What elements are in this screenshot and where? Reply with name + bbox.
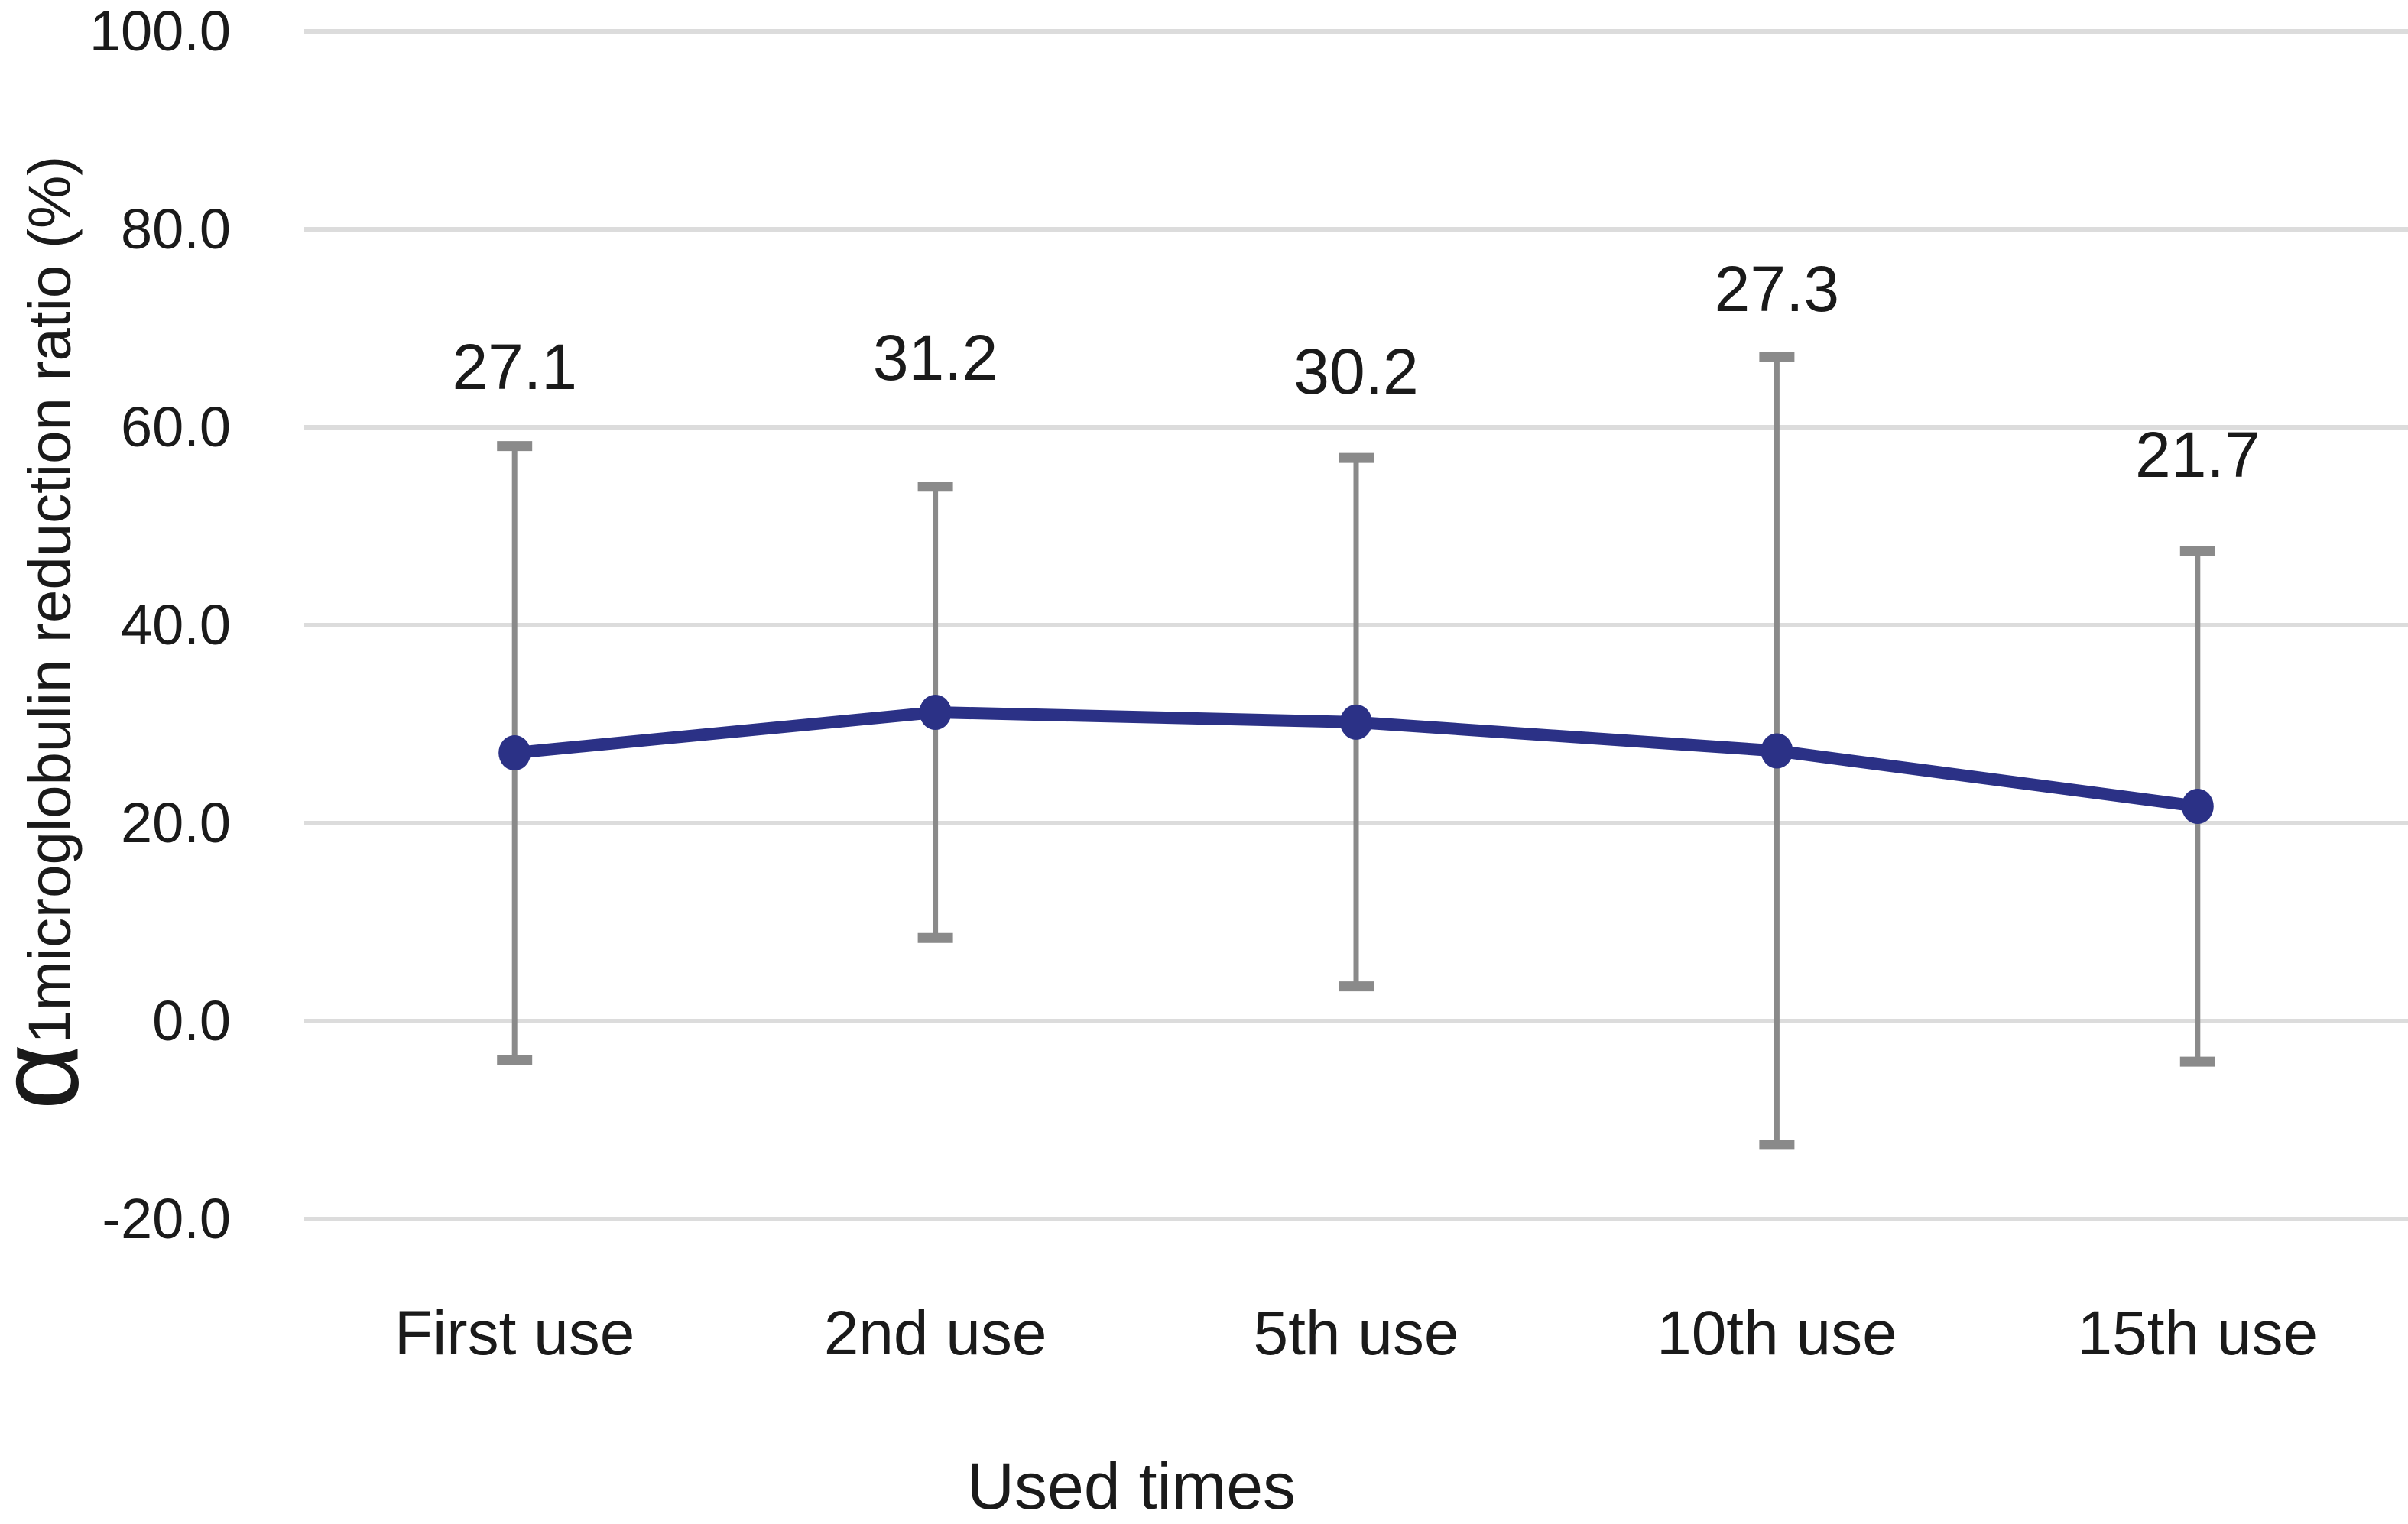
y-tick-label: -20.0 xyxy=(102,1187,231,1250)
category-label: 15th use xyxy=(2077,1299,2319,1368)
data-label: 27.3 xyxy=(1714,253,1840,326)
data-label: 31.2 xyxy=(872,321,998,394)
category-label: First use xyxy=(394,1299,635,1368)
y-tick-label: 20.0 xyxy=(120,791,231,854)
x-axis-title: Used times xyxy=(966,1450,1296,1523)
y-tick-label: 0.0 xyxy=(152,989,231,1052)
data-label: 21.7 xyxy=(2135,418,2260,491)
category-label: 2nd use xyxy=(823,1299,1047,1368)
category-label: 10th use xyxy=(1657,1299,1897,1368)
alpha-glyph: α xyxy=(0,1044,102,1111)
category-label: 5th use xyxy=(1253,1299,1459,1368)
y-axis-title: α1microglobulin reduction ratio (%) xyxy=(0,155,102,1111)
y-axis-title-text: 1microglobulin reduction ratio (%) xyxy=(15,155,83,1044)
y-tick-label: 40.0 xyxy=(120,593,231,657)
data-label: 30.2 xyxy=(1293,336,1419,408)
y-tick-label: 80.0 xyxy=(120,197,231,261)
y-tick-label: 60.0 xyxy=(120,395,231,459)
y-tick-label: 100.0 xyxy=(89,0,231,63)
data-label: 27.1 xyxy=(452,330,577,403)
